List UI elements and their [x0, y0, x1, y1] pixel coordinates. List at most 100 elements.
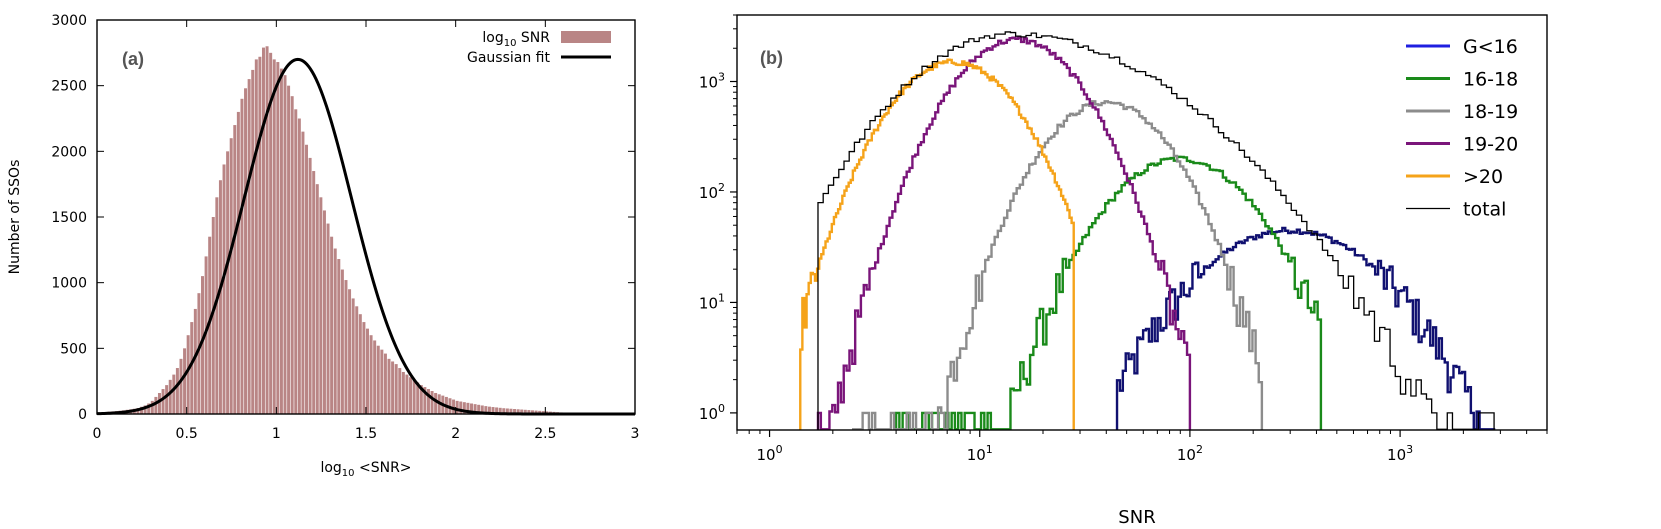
hist-bar — [168, 379, 172, 414]
hist-bar — [218, 180, 222, 414]
series-line-1618 — [894, 155, 1323, 431]
hist-bar — [419, 385, 423, 414]
hist-bar — [470, 403, 473, 414]
x-tick-label-b: 101 — [967, 443, 993, 464]
legend-a-swatch-hist — [561, 31, 611, 43]
hist-bar — [409, 377, 413, 414]
x-tick-label-a: 1 — [272, 426, 281, 442]
hist-bar — [466, 402, 470, 414]
legend-b-label: 18-19 — [1463, 101, 1518, 123]
hist-bar — [175, 368, 179, 414]
hist-bar — [312, 171, 316, 414]
hist-bar — [513, 409, 517, 414]
hist-bar — [477, 404, 481, 414]
hist-bar — [362, 322, 366, 414]
hist-bar — [183, 348, 187, 414]
x-tick-label-b: 100 — [757, 443, 783, 464]
panel-label-a: (a) — [122, 49, 144, 69]
hist-bar — [495, 407, 499, 414]
y-tick-label-a: 500 — [60, 341, 87, 357]
x-axis-ticks-a: 0 0.5 1 1.5 2 2.5 3 — [93, 20, 639, 442]
legend-b-label: total — [1463, 199, 1506, 221]
legend-b-label: 16-18 — [1463, 69, 1518, 91]
y-tick-label-b: 103 — [699, 71, 725, 92]
hist-bar — [186, 335, 190, 414]
x-tick-label-a: 1.5 — [355, 426, 377, 442]
hist-bar — [179, 358, 183, 414]
legend-b-label: >20 — [1463, 166, 1503, 188]
y-tick-label-a: 1000 — [51, 276, 87, 292]
x-axis-label-a: log10 <SNR> — [320, 460, 411, 479]
hist-bar — [516, 409, 520, 414]
hist-bar — [287, 85, 291, 415]
hist-bar — [373, 340, 377, 414]
hist-bar — [380, 349, 384, 414]
hist-bar — [276, 62, 280, 414]
hist-bar — [233, 125, 237, 415]
hist-bar — [190, 322, 194, 414]
y-axis-ticks-a: 0 500 1000 1500 2000 2500 3000 — [51, 13, 635, 423]
y-tick-label-a: 3000 — [51, 13, 87, 29]
y-tick-label-a: 1500 — [51, 210, 87, 226]
hist-bar — [520, 409, 524, 414]
hist-bar — [290, 96, 294, 414]
series-line-total — [817, 31, 1495, 430]
hist-bar — [283, 75, 287, 414]
hist-bar — [258, 56, 262, 414]
hist-bar — [452, 399, 456, 414]
hist-bar — [326, 223, 330, 414]
hist-bar — [509, 408, 513, 414]
x-tick-label-b: 103 — [1387, 443, 1413, 464]
hist-bar — [355, 306, 359, 414]
x-tick-label-b: 102 — [1177, 443, 1203, 464]
hist-bar — [165, 385, 169, 414]
hist-bar — [222, 164, 226, 414]
y-tick-label-b: 101 — [699, 291, 725, 312]
hist-bar — [272, 59, 276, 415]
series-line-g16 — [1115, 226, 1496, 431]
x-tick-label-a: 0.5 — [176, 426, 198, 442]
hist-bar — [340, 269, 344, 414]
snr-series-group — [799, 31, 1496, 431]
legend-b-label: 19-20 — [1463, 134, 1518, 156]
plot-frame-b — [736, 14, 1548, 431]
x-axis-ticks-b: 100 101 102 103 — [736, 430, 1548, 464]
hist-bar — [236, 111, 240, 414]
hist-bar — [294, 109, 298, 414]
hist-bar — [538, 410, 542, 414]
y-tick-label-a: 0 — [78, 407, 87, 423]
x-axis-label-b: SNR — [1118, 507, 1155, 528]
hist-bar — [161, 389, 165, 414]
hist-bar — [240, 98, 244, 415]
hist-bar — [376, 345, 380, 414]
hist-bar — [423, 387, 427, 414]
hist-bar — [261, 47, 265, 415]
hist-bar — [251, 69, 255, 414]
hist-bar — [383, 353, 387, 414]
hist-bar — [229, 138, 233, 414]
hist-bar — [369, 335, 373, 414]
hist-bar — [455, 400, 459, 414]
hist-bar — [430, 391, 434, 414]
hist-bar — [254, 59, 258, 415]
hist-bar — [193, 308, 197, 414]
hist-bar — [498, 407, 502, 414]
y-tick-label-b: 102 — [699, 181, 725, 202]
hist-bar — [491, 407, 495, 414]
hist-bar — [330, 236, 334, 414]
hist-bar — [269, 52, 273, 414]
panel-label-b: (b) — [760, 48, 783, 68]
hist-bar — [322, 210, 326, 414]
hist-bar — [416, 382, 420, 414]
series-line-1920 — [816, 36, 1192, 431]
hist-bar — [505, 408, 509, 414]
hist-bar — [215, 197, 219, 414]
hist-bar — [226, 151, 230, 415]
hist-bar — [157, 392, 161, 414]
hist-bar — [143, 405, 147, 414]
y-axis-ticks-b: 100 101 102 103 — [699, 14, 737, 423]
hist-bar — [337, 259, 341, 414]
hist-bar — [172, 374, 176, 414]
hist-bar — [405, 374, 409, 414]
y-tick-label-a: 2500 — [51, 79, 87, 95]
